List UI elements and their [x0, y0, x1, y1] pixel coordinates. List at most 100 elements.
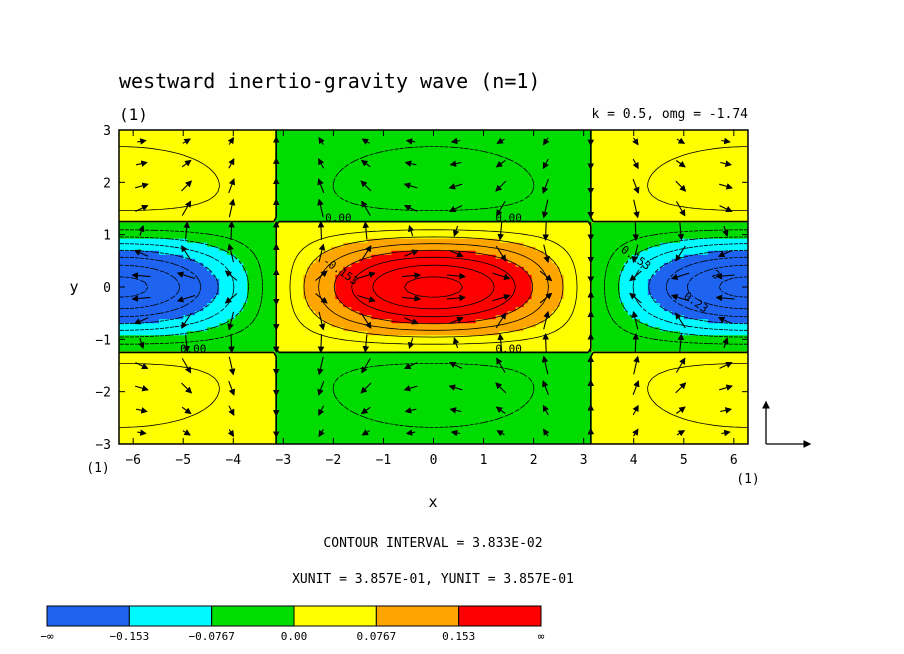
field-cell: [395, 162, 401, 167]
field-cell: [127, 162, 132, 167]
field-cell: [695, 154, 701, 159]
field-cell: [355, 190, 360, 196]
field-cell: [371, 250, 377, 256]
field-cell: [483, 246, 489, 252]
field-cell: [551, 178, 557, 183]
field-cell: [651, 162, 657, 167]
field-cell: [171, 166, 176, 171]
field-cell: [467, 210, 473, 216]
field-cell: [255, 202, 260, 208]
field-cell: [463, 234, 469, 240]
field-cell: [467, 198, 473, 204]
field-cell: [171, 194, 176, 200]
field-cell: [547, 254, 553, 260]
field-cell: [467, 186, 473, 191]
field-cell: [703, 174, 709, 179]
field-cell: [135, 254, 140, 260]
field-cell: [351, 186, 356, 191]
field-cell: [411, 166, 417, 171]
field-cell: [603, 186, 609, 191]
field-cell: [279, 230, 284, 236]
field-cell: [295, 182, 300, 187]
field-cell: [555, 182, 561, 187]
field-cell: [567, 134, 573, 139]
field-cell: [155, 182, 160, 187]
field-cell: [335, 198, 340, 204]
field-cell: [547, 138, 553, 143]
field-cell: [591, 130, 597, 135]
field-cell: [695, 242, 701, 248]
field-cell: [191, 222, 196, 228]
field-cell: [507, 146, 513, 151]
field-cell: [727, 154, 733, 159]
field-cell: [271, 222, 276, 228]
field-cell: [743, 202, 748, 208]
field-cell: [303, 130, 308, 135]
field-cell: [507, 214, 513, 220]
field-cell: [507, 226, 513, 232]
field-cell: [403, 226, 409, 232]
field-cell: [259, 194, 264, 200]
field-cell: [379, 190, 385, 196]
field-cell: [707, 230, 713, 236]
field-cell: [295, 138, 300, 143]
field-cell: [527, 186, 533, 191]
field-cell: [503, 242, 509, 248]
field-cell: [271, 138, 276, 143]
field-cell: [319, 150, 324, 155]
field-cell: [303, 178, 308, 183]
field-cell: [391, 130, 397, 135]
field-cell: [723, 130, 729, 135]
field-cell: [715, 242, 721, 248]
field-cell: [371, 166, 377, 171]
field-cell: [703, 162, 709, 167]
field-cell: [595, 146, 601, 151]
field-cell: [667, 190, 673, 196]
field-cell: [739, 130, 745, 135]
field-cell: [523, 186, 529, 191]
field-cell: [203, 222, 208, 228]
field-cell: [735, 230, 741, 236]
field-cell: [143, 214, 148, 220]
field-cell: [407, 154, 413, 159]
field-cell: [135, 174, 140, 179]
field-cell: [175, 174, 180, 179]
field-cell: [731, 146, 737, 151]
field-cell: [379, 170, 385, 175]
field-cell: [135, 214, 140, 220]
field-cell: [687, 174, 693, 179]
field-cell: [667, 242, 673, 248]
field-cell: [655, 198, 661, 204]
field-cell: [707, 206, 713, 212]
field-cell: [631, 190, 637, 196]
field-cell: [623, 202, 629, 208]
field-cell: [727, 170, 733, 175]
field-cell: [487, 234, 493, 240]
field-cell: [123, 222, 128, 228]
field-cell: [283, 222, 288, 228]
field-cell: [331, 238, 336, 244]
field-cell: [351, 202, 356, 208]
field-cell: [411, 138, 417, 143]
field-cell: [259, 186, 264, 191]
field-cell: [435, 202, 441, 208]
field-cell: [523, 142, 529, 147]
field-cell: [415, 182, 421, 187]
field-cell: [603, 130, 609, 135]
field-cell: [703, 198, 709, 204]
field-cell: [499, 202, 505, 208]
field-cell: [575, 166, 581, 171]
field-cell: [195, 174, 200, 179]
field-cell: [259, 206, 264, 212]
field-cell: [215, 162, 220, 167]
field-cell: [447, 250, 453, 256]
field-cell: [535, 190, 541, 196]
field-cell: [335, 214, 340, 220]
field-cell: [719, 238, 725, 244]
field-cell: [139, 178, 144, 183]
field-cell: [471, 250, 477, 256]
field-cell: [211, 246, 216, 252]
field-cell: [503, 154, 509, 159]
field-cell: [719, 170, 725, 175]
field-cell: [355, 226, 360, 232]
